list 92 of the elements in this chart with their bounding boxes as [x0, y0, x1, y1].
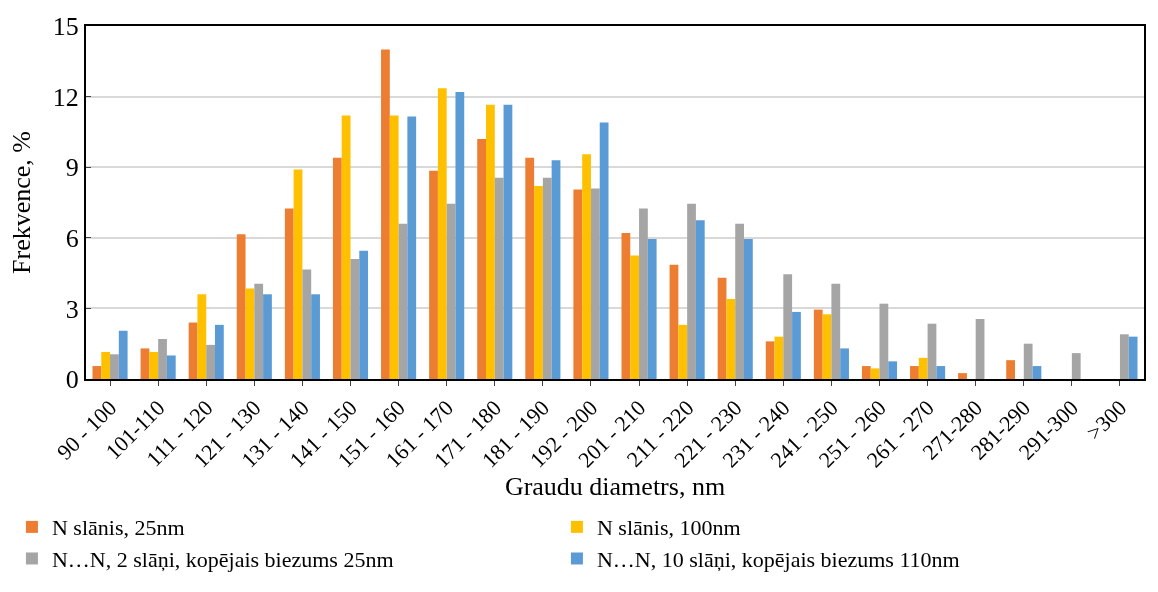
bar: [311, 294, 320, 379]
bar: [542, 177, 552, 379]
y-tick-label: 12: [52, 82, 79, 112]
bar: [534, 186, 543, 379]
y-axis-title: Frekvence, %: [6, 131, 36, 274]
bar: [717, 277, 727, 379]
bar: [573, 189, 583, 379]
bar: [813, 309, 823, 379]
bar: [149, 351, 159, 379]
bar: [341, 115, 351, 379]
bar: [831, 283, 841, 379]
bar: [726, 298, 736, 379]
legend-label: N slānis, 100nm: [596, 515, 741, 541]
bar: [429, 170, 438, 379]
y-tick-label: 0: [65, 365, 79, 395]
bar: [293, 169, 303, 379]
bar: [888, 361, 898, 379]
bar: [687, 203, 696, 379]
bar: [695, 220, 705, 379]
bar: [639, 208, 648, 379]
bar: [158, 338, 167, 379]
y-tick-label: 9: [65, 153, 79, 183]
bar: [1119, 334, 1129, 379]
bar: [525, 157, 535, 379]
bar: [166, 355, 176, 379]
bar: [503, 104, 513, 379]
bar: [630, 255, 640, 379]
bar: [398, 223, 408, 379]
bar: [118, 330, 128, 379]
bar: [599, 122, 609, 379]
bar: [332, 157, 342, 379]
bar: [822, 314, 832, 379]
bar: [206, 344, 215, 379]
bar: [792, 311, 801, 379]
legend-label: N…N, 2 slāņi, kopējais biezums 25nm: [51, 547, 394, 573]
bar: [188, 322, 198, 379]
legend-label: N slānis, 25nm: [51, 515, 185, 541]
bar: [1032, 366, 1042, 379]
bar: [936, 366, 946, 379]
bar: [879, 303, 889, 379]
bar: [486, 104, 495, 379]
bar: [621, 233, 631, 379]
bar: [110, 354, 119, 379]
bar: [870, 368, 880, 379]
bar: [1128, 336, 1138, 379]
y-tick-label: 6: [65, 223, 79, 253]
bar: [245, 288, 255, 379]
bar: [284, 208, 294, 379]
bar: [551, 160, 561, 379]
bar: [765, 341, 775, 379]
bar: [302, 269, 312, 379]
bar: [455, 91, 465, 379]
bar: [215, 324, 224, 379]
bar: [783, 274, 793, 379]
bar: [101, 351, 111, 379]
bar: [840, 348, 849, 379]
bar: [918, 357, 928, 379]
bar: [774, 336, 784, 379]
bar: [735, 223, 744, 379]
bar: [494, 177, 504, 379]
bar: [446, 203, 456, 379]
y-tick-label: 3: [65, 294, 79, 324]
bar: [590, 188, 600, 379]
bar: [236, 234, 246, 379]
bar: [582, 154, 591, 379]
bar: [407, 116, 417, 379]
bar: [263, 294, 272, 379]
bar: [381, 49, 390, 379]
bar: [1006, 360, 1015, 379]
y-tick-label: 15: [52, 12, 79, 42]
bar: [477, 138, 486, 379]
bar: [1071, 353, 1081, 379]
bar: [669, 264, 679, 379]
bar: [389, 115, 399, 379]
bar: [647, 238, 657, 379]
bar: [678, 324, 688, 379]
bar: [910, 366, 919, 379]
bar: [861, 366, 871, 379]
bar: [197, 294, 207, 379]
legend-label: N…N, 10 slāņi, kopējais biezums 110nm: [596, 547, 960, 573]
bar: [254, 283, 264, 379]
bar: [1023, 343, 1033, 379]
bar: [92, 366, 102, 379]
x-axis-title: Graudu diametrs, nm: [504, 472, 726, 502]
bar: [927, 323, 937, 379]
bar: [437, 88, 447, 379]
bar: [744, 238, 753, 379]
bar: [140, 348, 150, 379]
bar: [350, 258, 360, 379]
bar: [975, 318, 985, 379]
bar: [958, 373, 967, 379]
bar: [359, 250, 369, 379]
